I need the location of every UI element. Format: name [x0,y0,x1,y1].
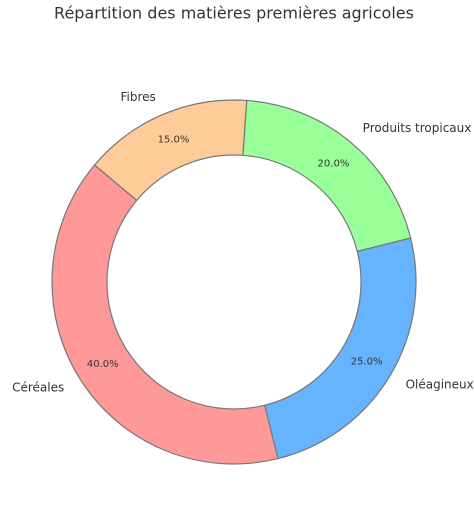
value-label: 40.0% [87,359,119,370]
value-label: 25.0% [351,357,383,368]
value-label: 20.0% [318,158,350,169]
slice-label: Produits tropicaux [363,121,472,135]
chart-title: Répartition des matières premières agric… [54,4,414,23]
donut-slice [93,99,248,202]
slice-label: Céréales [12,381,64,395]
donut-slice [51,164,279,465]
donut-slice [263,237,417,460]
value-label: 15.0% [158,135,190,146]
slice-label: Fibres [120,90,155,104]
slice-label: Oléagineux [406,378,474,392]
